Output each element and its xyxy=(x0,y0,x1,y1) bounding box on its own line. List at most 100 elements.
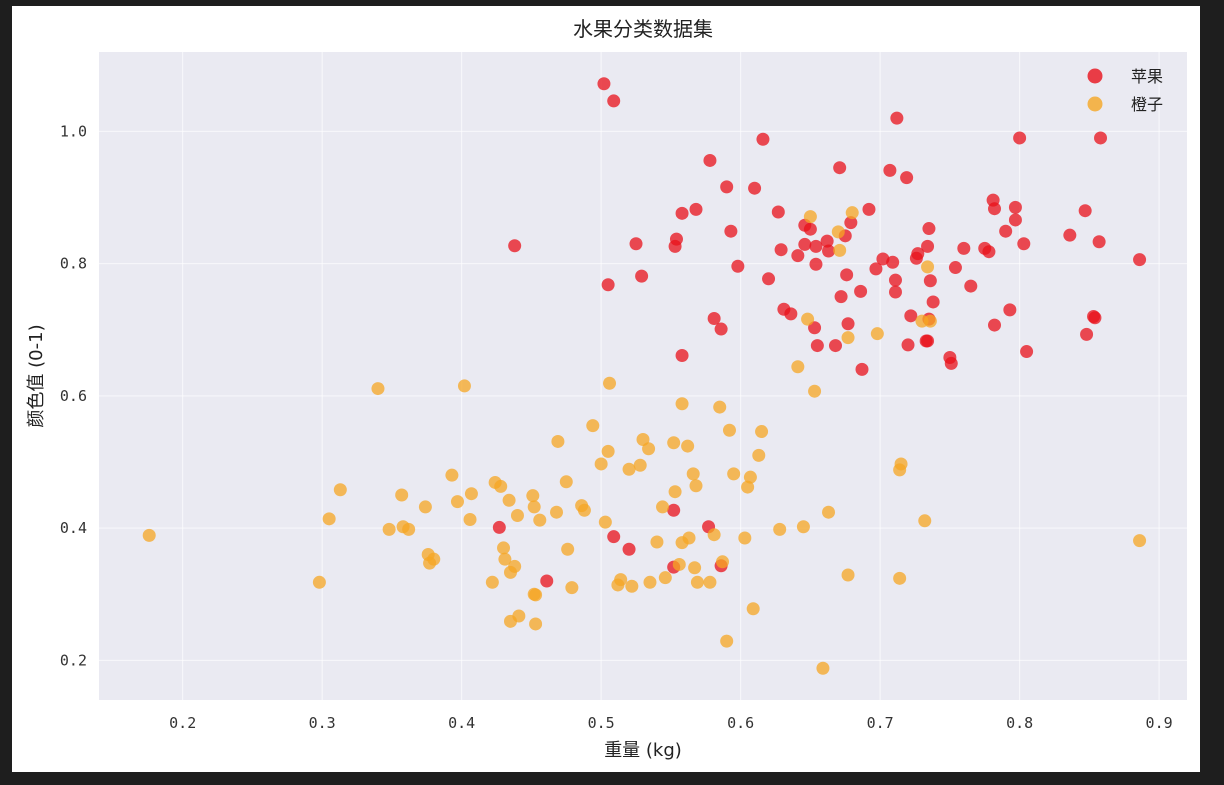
orange-point xyxy=(690,575,704,589)
orange-point xyxy=(921,260,935,274)
x-tick-label: 0.9 xyxy=(1146,714,1173,732)
apple-point xyxy=(689,202,703,216)
apple-point xyxy=(948,261,962,275)
orange-point xyxy=(622,462,636,476)
orange-point xyxy=(371,382,385,396)
apple-point xyxy=(901,338,915,352)
orange-point xyxy=(322,512,336,526)
orange-point xyxy=(463,512,477,526)
apple-point xyxy=(703,153,717,167)
apple-point xyxy=(923,274,937,288)
grid-lines xyxy=(99,52,1187,700)
apple-point xyxy=(756,132,770,146)
apple-point xyxy=(869,262,883,276)
orange-point xyxy=(402,522,416,536)
legend: 苹果 橙子 xyxy=(1087,67,1163,114)
orange-point xyxy=(893,571,907,585)
apple-point xyxy=(1017,237,1031,251)
apple-point xyxy=(844,216,858,230)
apple-point xyxy=(911,247,925,261)
apple-point xyxy=(944,356,958,370)
orange-point xyxy=(395,488,409,502)
orange-point xyxy=(577,503,591,517)
y-tick-label: 0.8 xyxy=(60,255,87,273)
orange-point xyxy=(529,588,543,602)
apple-point xyxy=(841,317,855,331)
orange-point xyxy=(667,436,681,450)
apple-point xyxy=(771,205,785,219)
apple-point xyxy=(1063,228,1077,242)
apple-point xyxy=(784,307,798,321)
orange-point xyxy=(633,458,647,472)
apple-point xyxy=(855,362,869,376)
apple-point xyxy=(607,94,621,108)
apple-point xyxy=(1133,253,1147,267)
apple-point xyxy=(774,243,788,257)
apple-point xyxy=(1013,131,1027,145)
orange-point xyxy=(510,509,524,523)
y-tick-label: 0.6 xyxy=(60,387,87,405)
orange-point xyxy=(142,528,156,542)
chart-title: 水果分类数据集 xyxy=(573,17,713,41)
orange-point xyxy=(601,444,615,458)
orange-point xyxy=(551,434,565,448)
legend-label-apple: 苹果 xyxy=(1131,67,1163,86)
orange-point xyxy=(502,493,516,507)
apple-point xyxy=(597,77,611,91)
orange-point xyxy=(686,467,700,481)
apple-point xyxy=(1020,345,1034,359)
apple-point xyxy=(492,520,506,534)
apple-point xyxy=(762,272,776,286)
apple-point xyxy=(964,279,978,293)
apple-point xyxy=(886,255,900,269)
apple-point xyxy=(635,269,649,283)
orange-point xyxy=(870,327,884,341)
orange-point xyxy=(801,312,815,326)
apple-point xyxy=(748,181,762,195)
apple-point xyxy=(1008,200,1022,214)
apple-point xyxy=(731,259,745,273)
apple-point xyxy=(921,334,935,348)
orange-point xyxy=(894,457,908,471)
orange-point xyxy=(418,500,432,514)
apple-point xyxy=(988,202,1002,216)
orange-point xyxy=(598,515,612,529)
y-tick-label: 1.0 xyxy=(60,122,87,140)
orange-point xyxy=(586,419,600,433)
orange-point xyxy=(773,522,787,536)
orange-point xyxy=(675,397,689,411)
orange-point xyxy=(688,561,702,575)
apple-point xyxy=(1092,235,1106,249)
apple-point xyxy=(1078,204,1092,218)
x-tick-label: 0.3 xyxy=(309,714,336,732)
x-tick-label: 0.4 xyxy=(448,714,475,732)
orange-point xyxy=(497,541,511,555)
orange-point xyxy=(845,206,859,220)
orange-point xyxy=(689,479,703,493)
apple-point xyxy=(724,224,738,238)
apple-point xyxy=(540,574,554,588)
y-axis-label: 颜色值 (0-1) xyxy=(26,324,47,427)
x-tick-label: 0.8 xyxy=(1006,714,1033,732)
chart-figure: 0.2 0.3 0.4 0.5 0.6 0.7 0.8 0.9 0.2 0.4 0.6 0.8 1.0 … xyxy=(12,6,1200,772)
orange-point xyxy=(720,634,734,648)
legend-marker-apple xyxy=(1087,68,1103,84)
apple-point xyxy=(1003,303,1017,317)
orange-point xyxy=(445,468,459,482)
orange-point xyxy=(427,552,441,566)
apple-point xyxy=(622,542,636,556)
orange-point xyxy=(550,505,564,519)
orange-point xyxy=(682,531,696,545)
apple-point xyxy=(720,180,734,194)
orange-point xyxy=(464,487,478,501)
apple-point xyxy=(982,245,996,259)
orange-point xyxy=(527,500,541,514)
orange-point xyxy=(713,400,727,414)
orange-point xyxy=(841,568,855,582)
apple-point xyxy=(1008,213,1022,227)
apple-point xyxy=(922,222,936,236)
apple-point xyxy=(1080,327,1094,341)
orange-point xyxy=(681,439,695,453)
orange-point xyxy=(650,535,664,549)
axis-ticks: 0.2 0.3 0.4 0.5 0.6 0.7 0.8 0.9 0.2 0.4 0.6 0.8 1.0 xyxy=(60,122,1173,732)
